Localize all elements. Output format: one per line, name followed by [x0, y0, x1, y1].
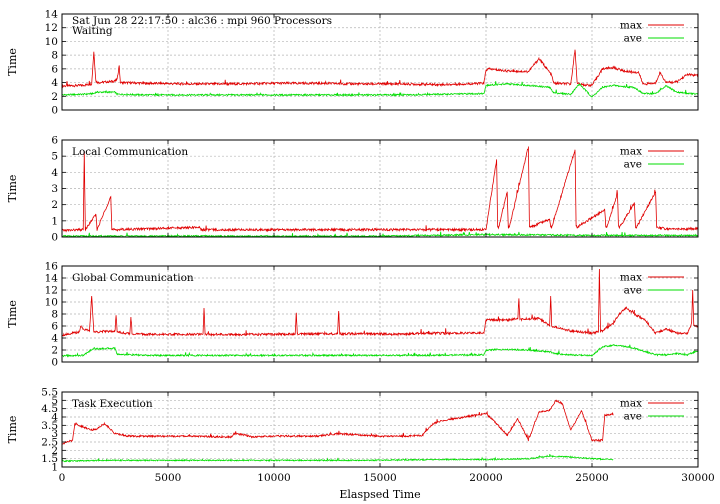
y-axis-label: Time: [6, 416, 19, 444]
legend-label-max: max: [620, 20, 642, 32]
series-line-ave: [62, 453, 614, 463]
y-tick-label: 2: [51, 199, 58, 211]
y-tick-label: 3: [51, 428, 58, 440]
series-line-max: [62, 49, 698, 89]
y-tick-label: 6: [51, 63, 58, 75]
y-tick-label: 3.5: [41, 420, 58, 432]
y-tick-label: 14: [45, 273, 59, 285]
y-tick-label: 4: [51, 77, 58, 89]
y-tick-label: 0: [51, 105, 58, 117]
y-tick-label: 16: [45, 261, 59, 273]
series-line-max: [62, 268, 698, 337]
y-tick-label: 0: [51, 232, 58, 244]
y-axis-label: Time: [6, 175, 19, 203]
series-group: [62, 49, 698, 98]
y-tick-label: 8: [51, 309, 58, 321]
legend-label-ave: ave: [624, 33, 642, 45]
y-tick-label: 14: [45, 9, 59, 21]
y-tick-label: 0: [51, 357, 58, 369]
y-tick-label: 4.5: [41, 403, 58, 415]
y-tick-label: 5: [51, 395, 58, 407]
y-tick-label: 6: [51, 321, 58, 333]
y-tick-label: 1: [51, 462, 58, 474]
series-line-ave: [62, 81, 698, 98]
panel-title: Waiting: [72, 25, 113, 37]
legend-label-max: max: [620, 146, 642, 158]
x-axis-label: Elaspsed Time: [339, 488, 420, 501]
legend-label-max: max: [620, 272, 642, 284]
panel-title: Global Communication: [72, 272, 194, 284]
y-tick-label: 5: [51, 151, 58, 163]
panel-title: Local Communication: [72, 146, 188, 158]
legend-label-ave: ave: [624, 159, 642, 171]
panel-title: Task Execution: [72, 398, 153, 410]
series-group: [62, 268, 698, 358]
legend-label-max: max: [620, 398, 642, 410]
legend-label-ave: ave: [624, 285, 642, 297]
series-group: [62, 399, 614, 463]
y-tick-label: 1.5: [41, 453, 58, 465]
series-line-max: [62, 399, 614, 445]
panel-4: 11.522.533.544.555.5 0 5000 10000 15000 20000…: [6, 387, 715, 485]
y-tick-label: 1: [51, 215, 58, 227]
y-tick-label: 6: [51, 135, 58, 147]
y-tick-label: 2: [51, 445, 58, 457]
y-tick-label: 2: [51, 345, 58, 357]
y-tick-label: 4: [51, 412, 58, 424]
y-tick-label: 4: [51, 167, 58, 179]
x-tick-label: 30000: [681, 472, 714, 484]
figure-title: Sat Jun 28 22:17:50 : alc36 : mpi 960 Pr…: [72, 15, 332, 27]
x-tick-label: 20000: [469, 472, 502, 484]
x-tick-label: 25000: [575, 472, 608, 484]
y-tick-label: 10: [45, 36, 58, 48]
x-tick-label: 5000: [155, 472, 182, 484]
y-tick-label: 8: [51, 50, 58, 62]
y-axis-label: Time: [6, 48, 19, 76]
y-tick-label: 2: [51, 91, 58, 103]
y-tick-label: 2.5: [41, 437, 58, 449]
y-tick-label: 10: [45, 297, 58, 309]
x-tick-label: 15000: [363, 472, 396, 484]
legend-label-ave: ave: [624, 411, 642, 423]
y-tick-label: 12: [45, 22, 58, 34]
y-tick-label: 4: [51, 333, 58, 345]
y-axis-label: Time: [6, 300, 19, 328]
y-tick-label: 12: [45, 285, 58, 297]
x-tick-label: 0: [59, 472, 66, 484]
y-tick-label: 3: [51, 183, 58, 195]
series-line-ave: [62, 344, 698, 358]
series-line-max: [62, 146, 698, 233]
y-tick-label: 5.5: [41, 387, 58, 399]
x-tick-label: 10000: [257, 472, 290, 484]
